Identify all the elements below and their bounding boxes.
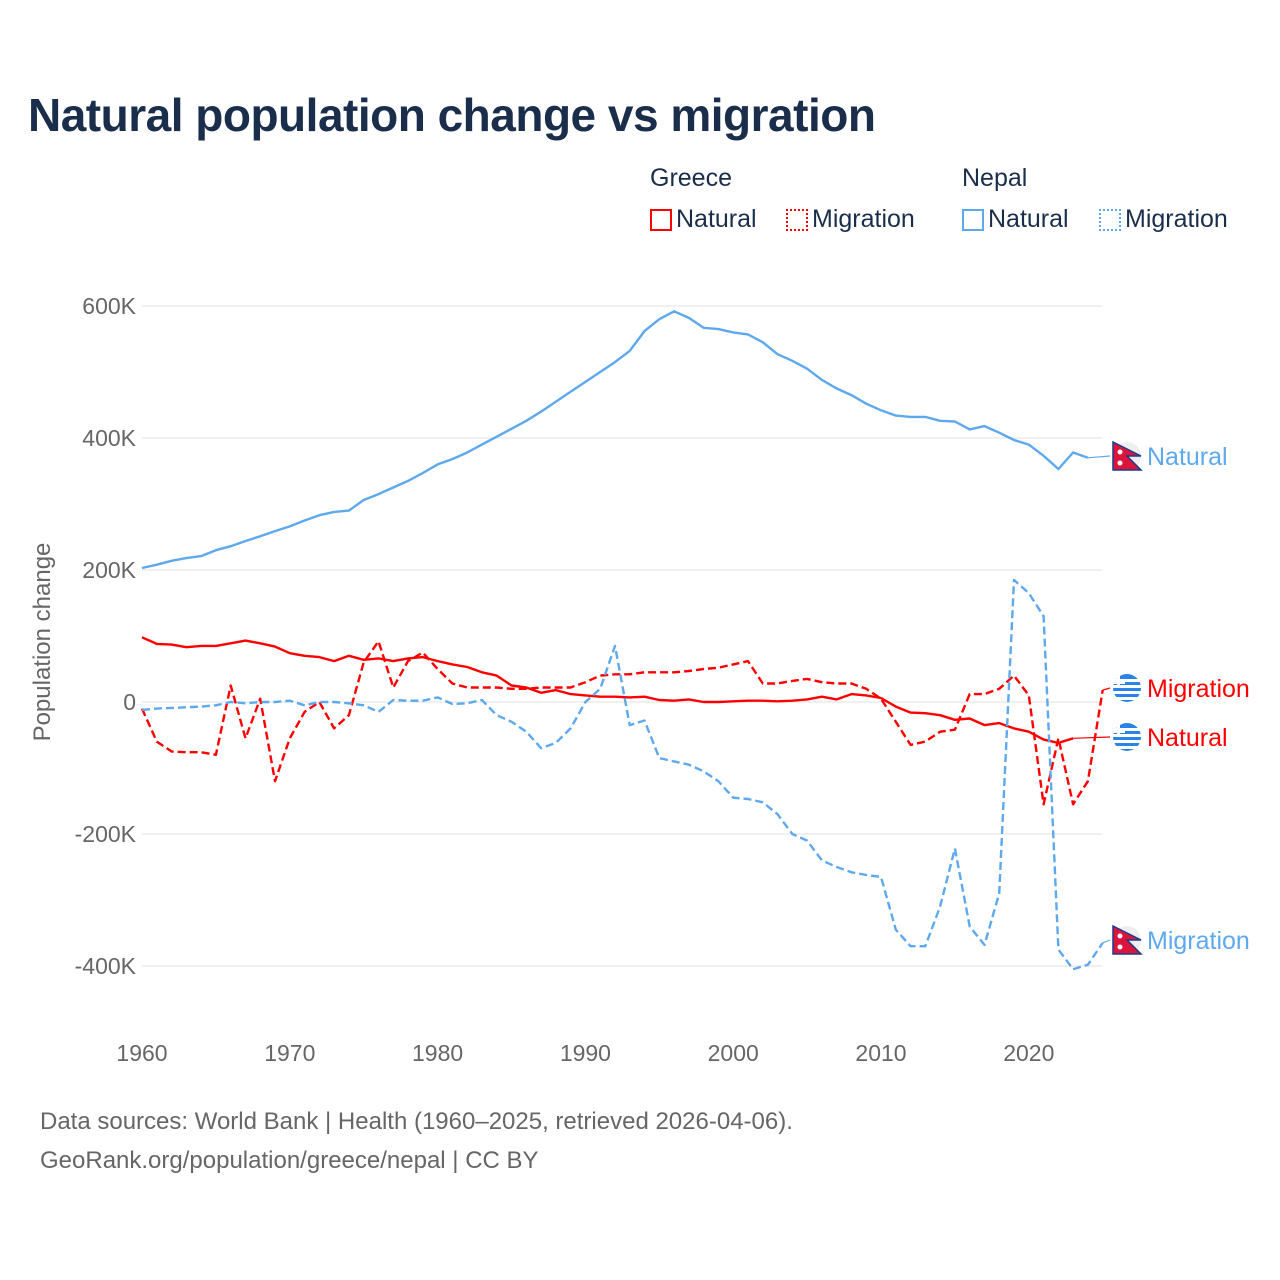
series-end-label: Natural	[1147, 443, 1228, 471]
y-tick-label: 200K	[82, 557, 136, 583]
flag-stripe	[1113, 728, 1141, 731]
legend-group-nepal: Nepal	[962, 164, 1028, 192]
y-tick-label: -200K	[75, 821, 137, 847]
x-tick-label: 1970	[264, 1040, 315, 1066]
series-line-greece-migration	[140, 640, 1104, 806]
series-line-greece-natural	[141, 636, 1074, 745]
series-line-nepal-natural	[141, 310, 1089, 570]
y-tick-label: -400K	[75, 953, 137, 979]
legend-swatch-dotted	[786, 208, 808, 231]
flag-stripe	[1113, 746, 1141, 749]
flag-cross	[1113, 730, 1125, 733]
flag-stripe	[1113, 740, 1141, 743]
legend-nepal-natural[interactable]: Natural	[962, 205, 1069, 234]
legend-group-greece: Greece	[650, 164, 732, 192]
end-connector	[1102, 687, 1111, 691]
legend-greece-migration[interactable]: Migration	[786, 205, 915, 234]
source-line-1: Data sources: World Bank | Health (1960–…	[40, 1108, 793, 1135]
legend-swatch-dotted	[1099, 208, 1121, 231]
flag-moon	[1117, 449, 1123, 455]
legend-label: Natural	[676, 205, 757, 233]
y-axis-label: Population change	[29, 543, 56, 742]
nepal-flag-icon	[1112, 924, 1143, 955]
x-tick-label: 1980	[412, 1040, 463, 1066]
legend-greece-natural[interactable]: Natural	[650, 205, 757, 234]
flag-stripe	[1113, 685, 1141, 688]
flag-moon	[1117, 933, 1123, 939]
flag-sun	[1117, 944, 1123, 950]
legend-swatch-solid	[650, 208, 672, 231]
flag-stripe	[1113, 691, 1141, 694]
legend-nepal-migration[interactable]: Migration	[1099, 205, 1228, 234]
series-end-label: Migration	[1147, 927, 1250, 955]
end-connector	[1102, 939, 1111, 944]
flag-sun	[1117, 460, 1123, 466]
flag-cross	[1113, 681, 1125, 684]
flag-stripe	[1113, 697, 1141, 700]
x-tick-label: 1990	[560, 1040, 611, 1066]
legend-swatch-solid	[962, 208, 984, 231]
x-tick-label: 1960	[116, 1040, 167, 1066]
x-tick-label: 2010	[855, 1040, 906, 1066]
end-connector	[1087, 455, 1111, 459]
end-connector	[1073, 736, 1111, 739]
flag-stripe	[1113, 679, 1141, 682]
x-tick-label: 2000	[708, 1040, 759, 1066]
y-tick-label: 400K	[82, 425, 136, 451]
legend-label: Migration	[1125, 205, 1228, 233]
greece-flag-icon	[1113, 674, 1141, 702]
series-line-nepal-migration	[141, 578, 1104, 971]
source-line-2[interactable]: GeoRank.org/population/greece/nepal | CC…	[40, 1147, 539, 1174]
series-end-label: Migration	[1147, 675, 1250, 703]
y-tick-label: 600K	[82, 293, 136, 319]
greece-flag-icon	[1113, 723, 1141, 751]
nepal-flag-icon	[1112, 440, 1143, 471]
x-tick-label: 2020	[1003, 1040, 1054, 1066]
y-tick-label: 0	[123, 689, 136, 715]
legend-label: Natural	[988, 205, 1069, 233]
series-end-label: Natural	[1147, 724, 1228, 752]
legend-label: Migration	[812, 205, 915, 233]
flag-stripe	[1113, 734, 1141, 737]
chart-title: Natural population change vs migration	[28, 89, 876, 141]
